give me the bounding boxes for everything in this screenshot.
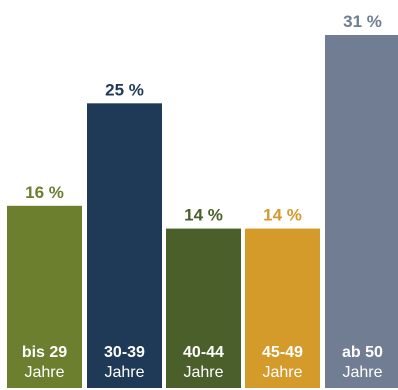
category-label-1-line1: bis 29 [22, 344, 67, 361]
category-label-1-line2: Jahre [24, 364, 64, 381]
category-label-5-line2: Jahre [342, 364, 382, 381]
category-label-4-line1: 45-49 [262, 344, 303, 361]
bar-3 [166, 228, 241, 388]
value-label-2: 25 % [105, 80, 144, 99]
bar-5 [325, 35, 398, 388]
category-label-4-line2: Jahre [262, 364, 302, 381]
category-label-5-line1: ab 50 [342, 344, 383, 361]
value-label-4: 14 % [263, 206, 302, 225]
bar-4 [245, 228, 320, 388]
category-label-3-line2: Jahre [183, 364, 223, 381]
value-label-5: 31 % [343, 12, 382, 31]
category-label-3-line1: 40-44 [183, 344, 224, 361]
value-label-3: 14 % [184, 206, 223, 225]
category-label-2-line2: Jahre [104, 364, 144, 381]
category-label-2-line1: 30-39 [104, 344, 145, 361]
bar-1 [7, 205, 82, 388]
bar-2 [87, 103, 162, 389]
value-label-1: 16 % [25, 183, 64, 202]
